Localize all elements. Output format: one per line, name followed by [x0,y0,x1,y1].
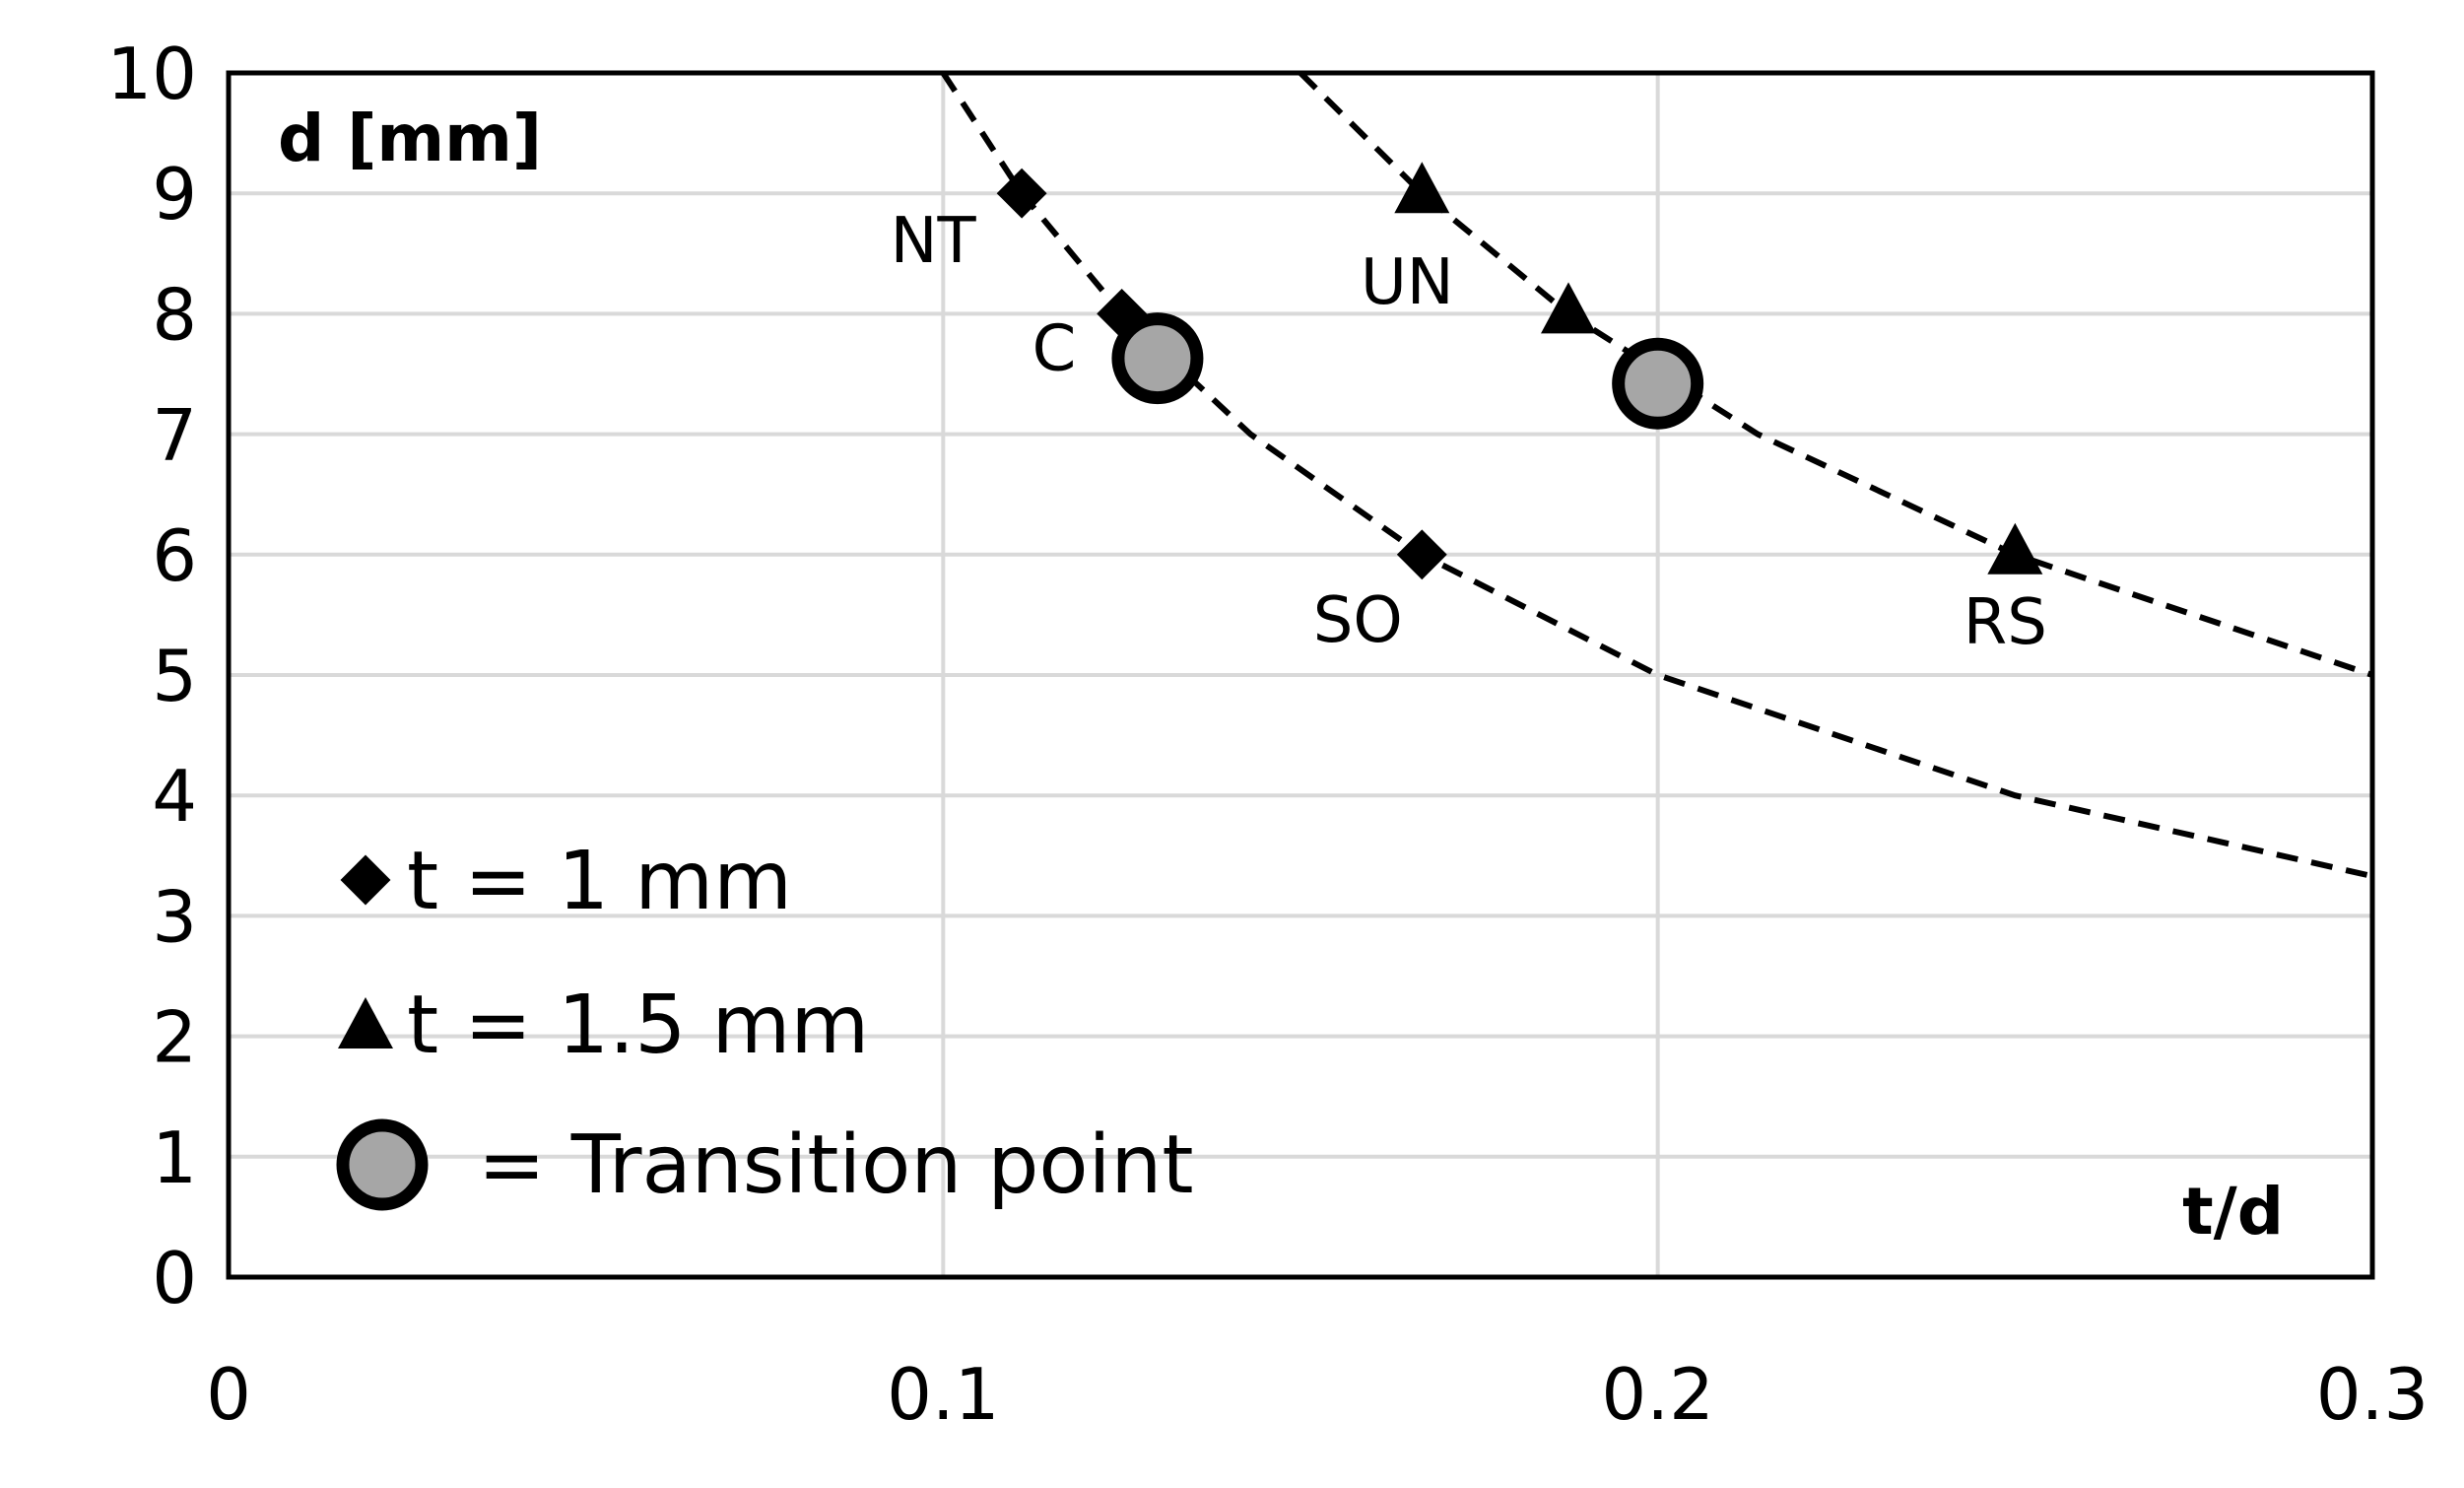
y-tick-label: 2 [152,996,197,1079]
triangle-marker [1987,522,2043,575]
x-tick-label: 0 [206,1353,251,1436]
data-points [996,162,2043,580]
point-label: SO [1313,584,1403,657]
point-label: RS [1964,586,2047,659]
point-label: C [1032,313,1077,386]
y-tick-label: 5 [152,635,197,717]
tick-labels: 0 1 2 3 4 5 6 7 8 9 10 0 0.1 0.2 0.3 [106,33,2429,1436]
point-label: NT [891,205,977,278]
fit-curve [1298,70,2373,678]
plot-frame [226,70,2375,1280]
fit-curve [940,71,2373,880]
legend-diamond-icon [340,854,391,906]
grid-lines [227,71,2374,1279]
y-tick-label: 4 [152,755,197,838]
legend-label-t15: t = 1.5 mm [407,979,869,1072]
point-labels: NT SO UN RS C [891,205,2047,659]
legend-transition-icon [336,1118,429,1211]
y-axis-title: d [mm] [278,101,542,176]
y-tick-label: 6 [152,514,197,597]
legend-label-t1: t = 1 mm [407,835,792,928]
y-tick-label: 8 [152,273,197,356]
point-label: UN [1361,246,1454,319]
triangle-marker [1541,282,1596,334]
y-tick-label: 9 [152,153,197,236]
legend-entry-t1: t = 1 mm [340,835,792,928]
legend: t = 1 mm t = 1.5 mm = Transition point [336,835,1194,1212]
diamond-marker [996,168,1047,219]
y-tick-label: 7 [152,394,197,477]
diamond-marker [1396,529,1447,580]
y-tick-label: 3 [152,875,197,958]
legend-entry-transition: = Transition point [336,1118,1194,1212]
y-tick-label: 0 [152,1237,197,1319]
x-tick-label: 0.3 [2316,1353,2430,1436]
y-tick-label: 1 [152,1116,197,1199]
transition-point-marker [1111,312,1204,405]
x-tick-label: 0.2 [1601,1353,1714,1436]
legend-triangle-icon [338,997,393,1048]
triangle-marker [1394,162,1450,214]
legend-label-transition: = Transition point [478,1118,1194,1212]
x-axis-title: t/d [2182,1174,2284,1250]
y-tick-label: 10 [106,33,197,115]
transition-point-marker [1612,337,1704,430]
legend-entry-t15: t = 1.5 mm [338,979,869,1072]
x-tick-label: 0.1 [887,1353,1000,1436]
